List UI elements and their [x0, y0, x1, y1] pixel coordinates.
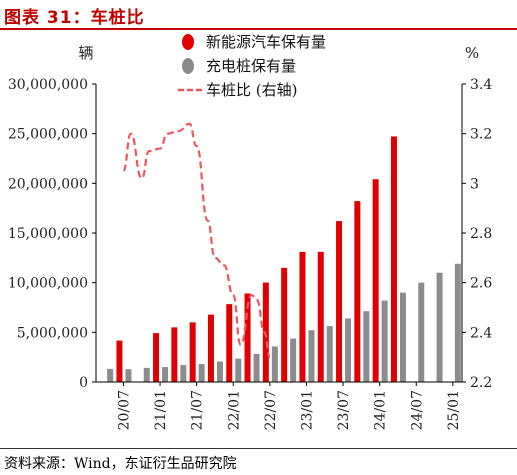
bar-charging-piles: [235, 358, 242, 382]
bar-charging-piles: [125, 369, 132, 382]
bar-charging-piles: [198, 364, 205, 382]
bar-charging-piles: [290, 338, 297, 382]
left-tick-label: 15,000,000: [8, 226, 88, 242]
bar-nev-stock: [171, 327, 178, 382]
source-rule: [0, 448, 517, 449]
bar-charging-piles: [308, 330, 315, 382]
source-note: 资料来源：Wind，东证衍生品研究院: [4, 456, 237, 472]
legend-charging-piles-label: 充电桩保有量: [206, 57, 296, 75]
x-tick-label: 22/07: [263, 390, 279, 430]
x-tick-label: 22/01: [226, 390, 242, 430]
right-tick-label: 2.4: [470, 325, 492, 341]
left-tick-label: 0: [79, 375, 88, 391]
right-tick-label: 2.8: [470, 226, 492, 242]
bar-nev-stock: [372, 179, 379, 382]
bar-nev-stock: [262, 282, 269, 382]
left-tick-label: 25,000,000: [8, 127, 88, 143]
ratio-line: [122, 122, 271, 359]
right-tick-label: 3.2: [470, 127, 492, 143]
left-tick-label: 30,000,000: [8, 77, 88, 93]
bar-nev-stock: [299, 251, 306, 382]
bar-charging-piles: [381, 300, 388, 382]
bar-charging-piles: [454, 263, 461, 382]
x-tick-label: 24/01: [373, 390, 389, 430]
bars-layer: [107, 136, 461, 382]
right-tick-label: 3: [470, 176, 479, 192]
bar-nev-stock: [244, 293, 251, 382]
bar-charging-piles: [418, 282, 425, 382]
bar-charging-piles: [143, 367, 150, 382]
bar-charging-piles: [253, 353, 260, 382]
x-tick-label: 23/01: [299, 390, 315, 430]
ratio-line-layer: [122, 122, 271, 359]
bar-nev-stock: [189, 322, 196, 382]
x-tick-label: 21/01: [153, 390, 169, 430]
bar-nev-stock: [153, 333, 160, 382]
x-tick-label: 20/07: [116, 390, 132, 430]
left-tick-label: 5,000,000: [17, 325, 88, 341]
bar-charging-piles: [363, 311, 370, 382]
right-tick-label: 3.4: [470, 77, 492, 93]
left-unit-label: 辆: [78, 44, 93, 62]
right-tick-label: 2.2: [470, 375, 492, 391]
bar-nev-stock: [226, 304, 233, 382]
left-tick-label: 20,000,000: [8, 176, 88, 192]
bar-nev-stock: [116, 340, 123, 382]
right-unit-label: %: [465, 44, 479, 62]
left-tick-label: 10,000,000: [8, 276, 88, 292]
bar-charging-piles: [180, 365, 187, 382]
bar-charging-piles: [271, 346, 278, 382]
bar-charging-piles: [345, 318, 352, 382]
title-rule: [0, 28, 517, 30]
legend-nev-stock-marker: [182, 34, 194, 50]
bar-charging-piles: [216, 361, 223, 382]
bar-nev-stock: [354, 201, 361, 382]
x-tick-label: 23/07: [336, 390, 352, 430]
bar-charging-piles: [162, 367, 169, 382]
bar-nev-stock: [281, 267, 288, 382]
bar-charging-piles: [436, 272, 443, 382]
x-tick-label: 25/01: [446, 390, 462, 430]
bar-nev-stock: [317, 251, 324, 382]
figure-title: 图表 31：车桩比: [4, 8, 145, 28]
bar-nev-stock: [207, 314, 214, 382]
legend-nev-stock-label: 新能源汽车保有量: [206, 33, 326, 51]
bar-charging-piles: [107, 368, 114, 382]
x-tick-label: 24/07: [409, 390, 425, 430]
axes-layer: 0 5,000,000 10,000,000 15,000,000 20,000,000…: [8, 44, 493, 430]
bar-nev-stock: [336, 221, 343, 382]
x-tick-label: 21/07: [190, 390, 206, 430]
bar-charging-piles: [399, 292, 406, 382]
right-tick-label: 2.6: [470, 276, 492, 292]
bar-charging-piles: [326, 326, 333, 382]
legend-ratio-label: 车桩比 (右轴): [206, 81, 297, 99]
legend-charging-piles-marker: [182, 58, 194, 74]
bar-nev-stock: [390, 136, 397, 382]
